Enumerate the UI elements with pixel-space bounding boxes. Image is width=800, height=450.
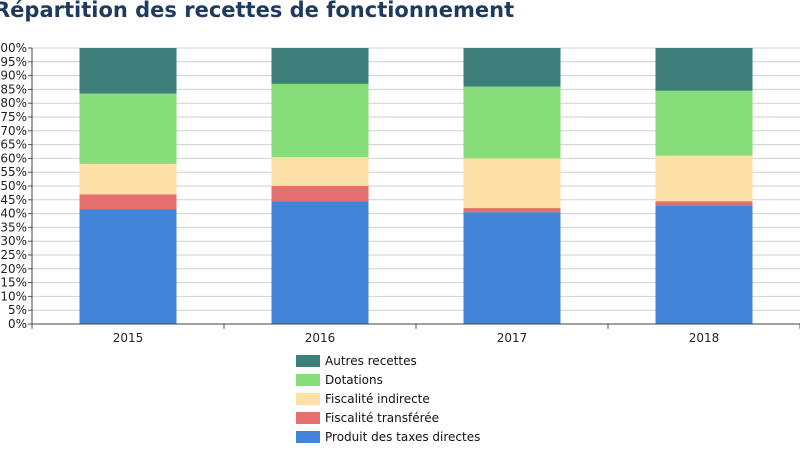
y-tick-label: 15% xyxy=(0,276,27,290)
bar-segment xyxy=(655,201,753,206)
x-tick-label: 2017 xyxy=(497,331,528,345)
y-tick-label: 20% xyxy=(0,262,27,276)
y-tick-label: 95% xyxy=(0,55,27,69)
y-tick-label: 80% xyxy=(0,96,27,110)
bar-segment xyxy=(463,158,561,209)
y-tick-label: 45% xyxy=(0,193,27,207)
legend-item[interactable]: Dotations xyxy=(289,370,503,389)
legend-label: Fiscalité indirecte xyxy=(325,391,430,406)
bar-segment xyxy=(271,48,369,84)
y-tick-label: 65% xyxy=(0,138,27,152)
y-tick-label: 55% xyxy=(0,165,27,179)
legend-swatch xyxy=(296,354,320,367)
legend-swatch xyxy=(296,430,320,443)
y-tick-label: 25% xyxy=(0,248,27,262)
y-tick-label: 85% xyxy=(0,82,27,96)
y-tick-label: 70% xyxy=(0,124,27,138)
bar-segment xyxy=(463,48,561,87)
legend-item[interactable]: Fiscalité indirecte xyxy=(289,389,503,408)
x-tick-label: 2018 xyxy=(689,331,720,345)
bar-segment xyxy=(655,48,753,91)
bar-segment xyxy=(271,201,369,324)
y-tick-label: 60% xyxy=(0,151,27,165)
bar-segment xyxy=(271,186,369,202)
y-tick-label: 10% xyxy=(0,289,27,303)
y-tick-label: 90% xyxy=(0,69,27,83)
bar-segment xyxy=(79,48,177,94)
bar-segment xyxy=(463,86,561,159)
bar-segment xyxy=(271,83,369,158)
legend-item[interactable]: Fiscalité transférée xyxy=(289,408,503,427)
legend-label: Produit des taxes directes xyxy=(325,429,481,444)
legend-item[interactable]: Autres recettes xyxy=(289,351,503,370)
x-tick-label: 2016 xyxy=(305,331,336,345)
y-tick-label: 35% xyxy=(0,220,27,234)
y-tick-label: 5% xyxy=(8,303,27,317)
bar-segment xyxy=(79,93,177,164)
legend-swatch xyxy=(296,411,320,424)
bar-segment xyxy=(79,163,177,195)
legend-label: Fiscalité transférée xyxy=(325,410,440,425)
bar-segment xyxy=(655,205,753,324)
x-tick-label: 2015 xyxy=(113,331,144,345)
legend-swatch xyxy=(296,373,320,386)
bar-segment xyxy=(79,194,177,210)
bar-segment xyxy=(655,155,753,202)
y-tick-label: 40% xyxy=(0,207,27,221)
legend-label: Autres recettes xyxy=(325,353,417,368)
y-tick-label: 75% xyxy=(0,110,27,124)
bars xyxy=(79,48,753,324)
bar-segment xyxy=(463,208,561,213)
axis-labels: 0%5%10%15%20%25%30%35%40%45%50%55%60%65%… xyxy=(0,41,719,345)
y-tick-label: 30% xyxy=(0,234,27,248)
chart-title: Répartition des recettes de fonctionneme… xyxy=(0,0,515,22)
legend-label: Dotations xyxy=(325,372,383,387)
legend: Autres recettes Dotations Fiscalité indire… xyxy=(289,351,503,447)
y-tick-label: 0% xyxy=(8,317,27,331)
bar-segment xyxy=(271,157,369,186)
bar-segment xyxy=(463,212,561,324)
y-tick-label: 100% xyxy=(0,41,27,55)
legend-item[interactable]: Produit des taxes directes xyxy=(289,427,503,446)
legend-swatch xyxy=(296,392,320,405)
bar-segment xyxy=(79,209,177,324)
bar-segment xyxy=(655,90,753,156)
y-tick-label: 50% xyxy=(0,179,27,193)
axes xyxy=(28,47,800,329)
